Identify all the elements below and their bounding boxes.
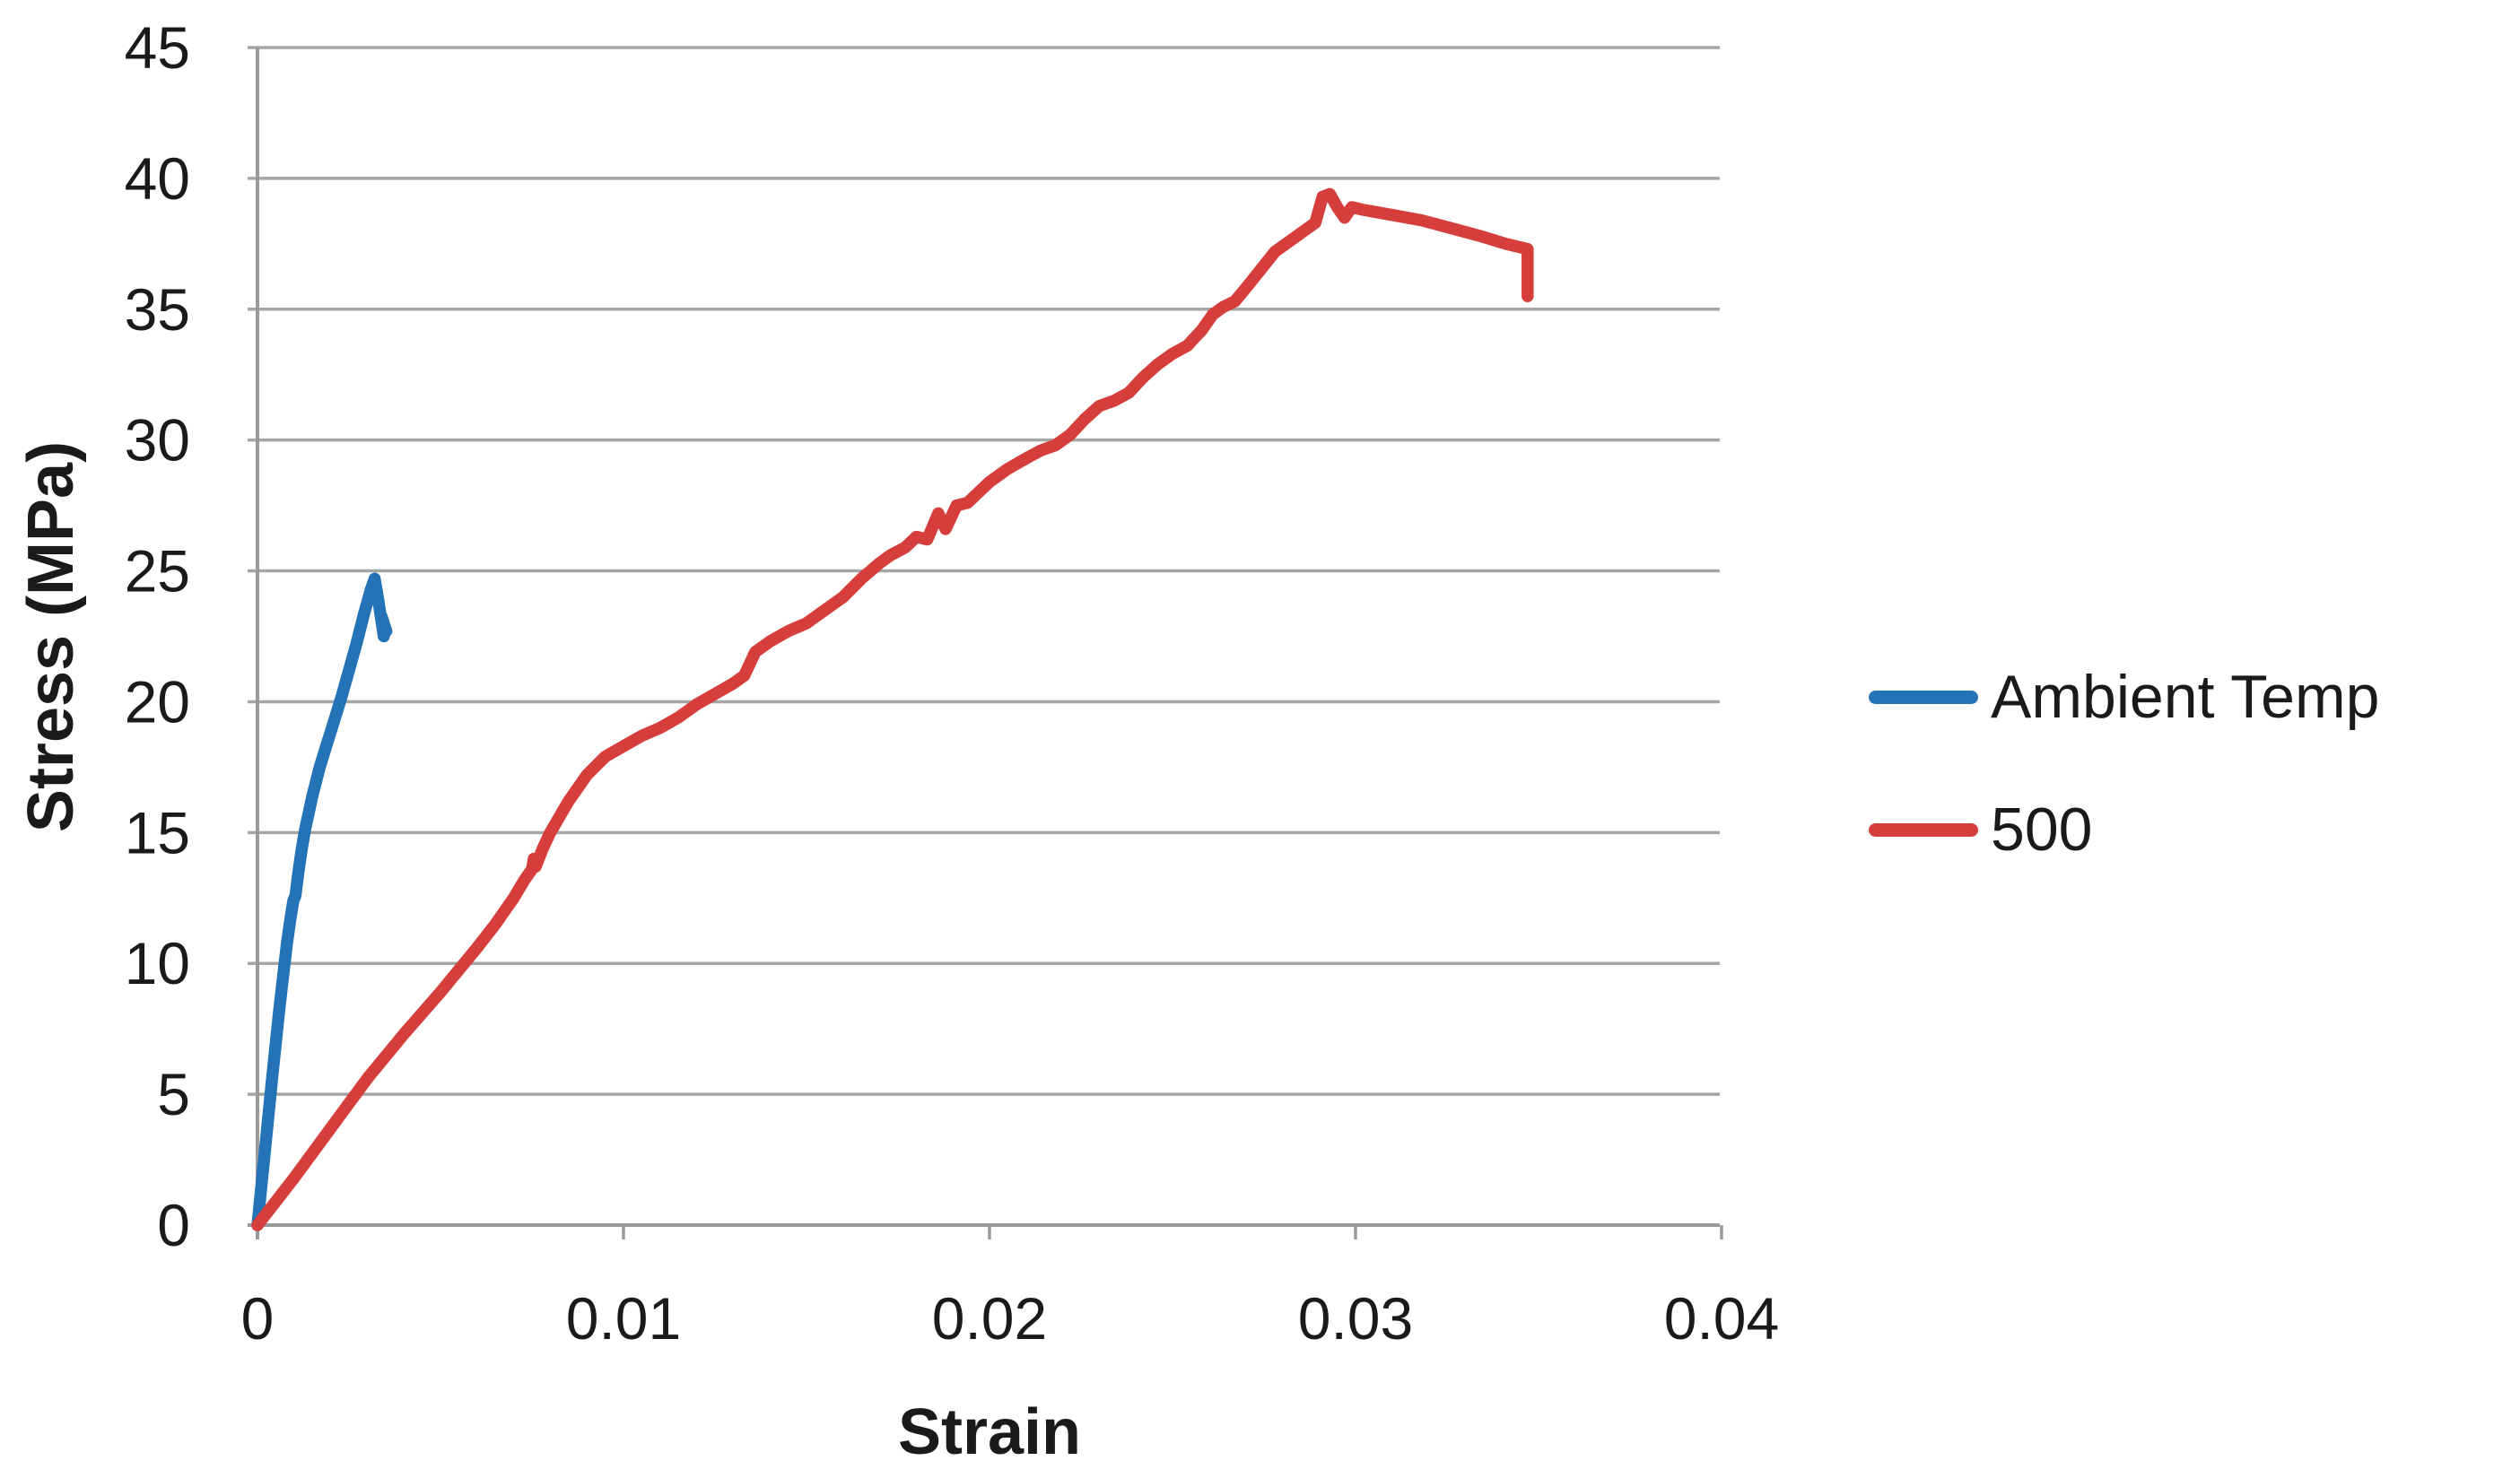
y-tick-label: 45 xyxy=(125,14,190,81)
x-tick-label: 0.01 xyxy=(566,1285,681,1352)
legend-line-swatch-ambient-temp xyxy=(1869,690,1978,704)
y-tick-label: 10 xyxy=(125,930,190,996)
x-tick-label: 0.02 xyxy=(932,1285,1047,1352)
y-tick-label: 0 xyxy=(157,1192,190,1258)
legend-label-ambient-temp: Ambient Temp xyxy=(1991,663,2380,731)
y-axis-title: Stress (MPa) xyxy=(15,440,87,833)
legend-item-500: 500 xyxy=(1869,782,2379,877)
series-line-500 xyxy=(251,187,1534,1231)
legend-item-ambient-temp: Ambient Temp xyxy=(1869,649,2379,744)
x-tick-label: 0 xyxy=(241,1285,275,1352)
y-tick-label: 15 xyxy=(125,799,190,865)
legend: Ambient Temp 500 xyxy=(1869,649,2379,877)
y-tick-label: 35 xyxy=(125,276,190,343)
y-tick-label: 40 xyxy=(125,145,190,212)
x-tick-label: 0.03 xyxy=(1298,1285,1413,1352)
y-tick-label: 20 xyxy=(125,668,190,735)
x-axis-title: Strain xyxy=(897,1396,1082,1468)
series-line-ambient-temp xyxy=(251,572,393,1231)
y-tick-label: 30 xyxy=(125,407,190,474)
y-tick-label: 5 xyxy=(157,1061,190,1127)
y-tick-label: 25 xyxy=(125,538,190,604)
legend-line-swatch-500 xyxy=(1869,822,1978,837)
x-tick-label: 0.04 xyxy=(1664,1285,1779,1352)
legend-label-500: 500 xyxy=(1991,796,2093,864)
